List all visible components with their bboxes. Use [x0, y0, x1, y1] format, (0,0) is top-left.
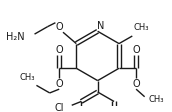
Text: CH₃: CH₃ — [148, 94, 164, 103]
Text: CH₃: CH₃ — [133, 23, 149, 32]
Text: Cl: Cl — [55, 102, 64, 112]
Text: O: O — [55, 21, 63, 31]
Text: O: O — [132, 45, 140, 55]
Text: H₂N: H₂N — [6, 32, 25, 42]
Text: O: O — [55, 45, 63, 55]
Text: O: O — [132, 79, 140, 89]
Text: O: O — [55, 79, 63, 89]
Text: CH₃: CH₃ — [19, 72, 35, 81]
Text: N: N — [97, 20, 104, 30]
